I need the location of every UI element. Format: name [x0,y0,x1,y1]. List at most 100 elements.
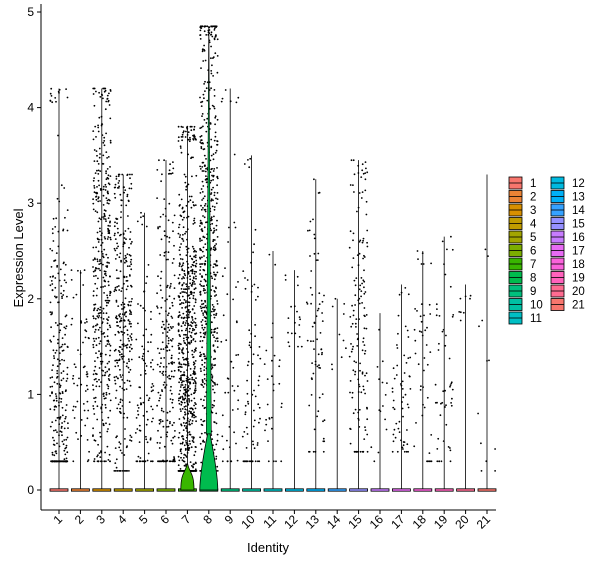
data-point [404,287,407,289]
data-point [109,141,112,144]
data-point [107,459,110,461]
data-point [53,399,56,402]
data-point [123,191,125,194]
data-point [452,314,455,316]
data-point [162,332,164,334]
data-point [54,295,56,298]
data-point [101,374,104,377]
data-point [253,283,256,286]
data-point [214,52,217,55]
data-point [248,341,251,344]
data-point [54,226,57,228]
data-point [179,363,181,365]
data-point [116,377,119,380]
data-point [308,229,311,232]
data-point [201,50,204,53]
data-point [94,360,96,362]
data-point [195,259,198,262]
data-point [201,263,204,265]
data-point [251,363,254,365]
data-point [127,358,130,361]
data-point [93,160,96,163]
data-point [203,399,205,401]
data-point [402,415,404,418]
data-point [108,183,111,186]
data-point [231,409,234,411]
data-point [51,101,54,104]
data-point [204,170,207,173]
data-point [179,253,182,256]
data-point [200,105,203,107]
data-point [360,295,362,298]
data-point [403,372,406,374]
data-point [168,236,171,239]
data-point [97,454,99,456]
data-point [138,460,141,463]
data-point [211,321,213,324]
data-point [449,447,451,449]
violin-base [113,488,133,492]
data-point [435,303,438,306]
data-point [107,100,110,103]
data-point [177,436,180,439]
data-point [231,385,234,387]
data-point [168,241,171,243]
data-point [114,286,117,289]
data-point [52,335,55,338]
data-point [105,460,107,463]
data-point [167,312,170,315]
data-point [362,450,365,453]
data-point [103,397,106,400]
data-point [109,139,112,142]
data-point [203,382,206,385]
data-point [56,266,58,268]
data-point [182,457,185,459]
data-point [113,247,116,250]
data-point [268,253,271,256]
data-point [194,446,197,448]
data-point [115,269,118,272]
data-point [174,430,176,432]
data-point [181,442,184,445]
data-point [216,55,219,57]
data-point [182,226,185,229]
data-point [349,230,352,233]
data-point [288,345,291,348]
data-point [366,450,369,453]
data-point [117,349,120,352]
data-point [183,173,186,176]
data-point [181,207,184,210]
data-point [311,378,313,381]
data-point [424,329,427,332]
data-point [188,420,191,423]
data-point [200,204,202,207]
data-point [92,246,95,249]
data-point [193,273,196,275]
data-point [221,97,224,100]
data-point [224,267,226,269]
data-point [316,338,318,341]
data-point [117,277,120,280]
data-point [449,285,452,288]
data-point [200,249,203,252]
data-point [106,335,109,338]
data-point [194,283,196,285]
data-point [184,363,187,366]
data-point [189,199,192,202]
data-point [199,240,202,242]
data-point [95,352,97,354]
data-point [199,293,202,296]
data-point [107,192,109,195]
data-point [423,314,425,317]
data-point [316,365,319,368]
data-point [141,357,144,360]
data-point [355,326,357,328]
data-point [359,450,362,453]
data-point [93,303,95,306]
data-point [52,349,55,352]
data-point [201,276,204,278]
data-point [191,353,194,356]
violin-base [413,488,433,492]
data-point [408,375,411,378]
